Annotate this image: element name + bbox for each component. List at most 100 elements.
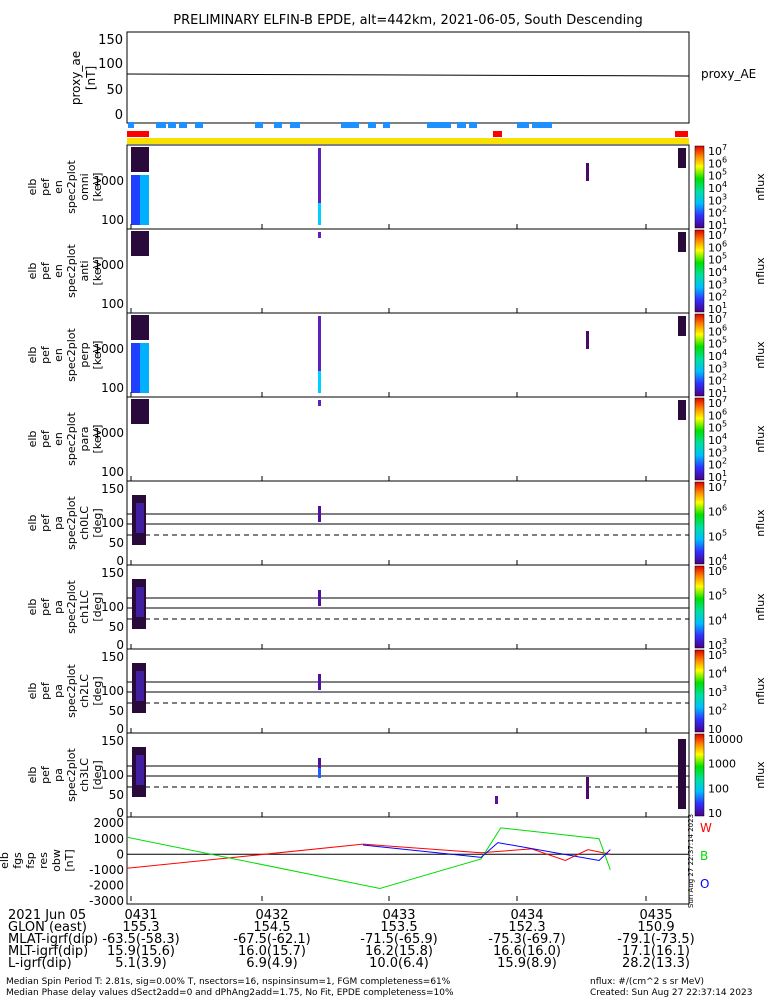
flux-pixel — [140, 399, 143, 424]
proxy-tick-100: 100 — [98, 57, 123, 72]
science-zone-bar — [517, 122, 529, 128]
colorbar-tick-exponent: 1 — [722, 301, 727, 310]
colorbar-tick: 10 — [708, 207, 722, 220]
footer-label-glon: GLON (east) — [8, 920, 87, 935]
colorbar-tick-exponent: 4 — [722, 612, 727, 621]
footer-cell: 16.2(15.8) — [364, 944, 434, 959]
panel-ylabel-line: [deg] — [91, 760, 104, 789]
panel-ylabel-line: elb — [26, 263, 39, 280]
panel-ytick: 150 — [101, 734, 124, 748]
science-zone-bar — [255, 122, 263, 128]
colorbar-tick-exponent: 4 — [722, 348, 727, 357]
panel-ytick: 100 — [101, 684, 124, 698]
colorbar-tick-exponent: 5 — [722, 420, 727, 429]
flux-pixel — [137, 175, 140, 225]
panel-ylabel-line: pef — [39, 765, 52, 784]
panel-ylabel-line: en — [52, 180, 65, 194]
colorbar-tick: 10 — [708, 506, 722, 519]
colorbar-tick: 10 — [708, 590, 722, 603]
flux-pixel — [134, 175, 137, 225]
colorbar-tick: 1000 — [708, 758, 736, 771]
panel-ytick: 1000 — [93, 258, 124, 272]
flux-pixel — [131, 231, 134, 256]
footer-cell: -79.1(-73.5) — [617, 932, 695, 947]
panel-ytick: 100 — [101, 465, 124, 479]
colorbar-tick: 10 — [708, 241, 722, 254]
science-zone-bar — [179, 122, 187, 128]
footer-cell: 5.1(3.9) — [115, 956, 167, 971]
colorbar-tick-exponent: 5 — [722, 647, 727, 656]
flux-pixel — [678, 148, 686, 168]
footer-cell: 0432 — [255, 908, 289, 923]
colorbar-tick-exponent: 5 — [722, 168, 727, 177]
footer-cell: 0435 — [639, 908, 673, 923]
colorbar-label: nflux — [754, 677, 767, 705]
flux-pixel — [136, 587, 144, 617]
science-zone-bar — [532, 122, 552, 128]
panel-ylabel-line: ch3LC — [78, 758, 91, 792]
fgm-ytick: -3000 — [89, 894, 124, 908]
footer-column: 0435 150.9 -79.1(-73.5) 17.1(16.1) 28.2(13.3… — [611, 909, 701, 970]
colorbar-tick: 10 — [708, 409, 722, 422]
panel-ylabel-line: ch0LC — [78, 506, 91, 540]
panel-ytick: 0 — [116, 722, 124, 736]
panel-ytick: 50 — [109, 788, 124, 802]
panel-ytick: 50 — [109, 620, 124, 634]
footer-cell: -63.5(-58.3) — [102, 932, 180, 947]
flux-pixel — [678, 316, 686, 336]
panel-ylabel-line: pef — [39, 513, 52, 532]
panel-ylabel-line: omni — [78, 173, 91, 200]
panel-ytick: 50 — [109, 704, 124, 718]
panel-ylabel-line: ch1LC — [78, 590, 91, 624]
flux-pixel — [137, 399, 140, 424]
flux-pixel — [140, 175, 143, 225]
footer-cell: 28.2(13.3) — [621, 956, 691, 971]
flux-spike — [495, 796, 498, 804]
panel-ytick: 100 — [101, 516, 124, 530]
science-zone-bar — [457, 122, 466, 128]
colorbar-tick: 10 — [708, 434, 722, 447]
colorbar-tick: 10 — [708, 338, 722, 351]
colorbar-tick: 10 — [708, 325, 722, 338]
flux-pixel — [137, 343, 140, 393]
panel-ylabel-line: pef — [39, 429, 52, 448]
footer-cell: -75.3(-69.7) — [488, 932, 566, 947]
flux-pixel — [136, 755, 144, 785]
panel-ytick: 100 — [101, 213, 124, 227]
colorbar-tick: 10 — [708, 182, 722, 195]
proxy-tick-50: 50 — [106, 83, 123, 98]
flux-pixel — [146, 399, 149, 424]
panel-ylabel-line: para — [78, 427, 91, 452]
colorbar — [694, 481, 705, 565]
flux-spike — [318, 768, 321, 778]
footer-cell: 0434 — [510, 908, 544, 923]
fgm-ytick: -1000 — [89, 863, 124, 877]
colorbar-tick: 10 — [708, 481, 722, 494]
footer-label-l: L-igrf(dip) — [8, 956, 72, 971]
flux-pixel — [143, 175, 146, 225]
colorbar-tick-exponent: 6 — [722, 323, 727, 332]
panel-ylabel-line: elb — [26, 599, 39, 616]
fgm-ylabel-line: [nT] — [63, 849, 76, 871]
fgm-ytick: 0 — [116, 847, 124, 861]
colorbar-tick: 10 — [708, 397, 722, 410]
panel-ylabel-line: anti — [78, 260, 91, 281]
colorbar-tick: 10 — [708, 375, 722, 388]
flux-pixel — [146, 175, 149, 225]
colorbar-tick-exponent: 4 — [722, 264, 727, 273]
colorbar-tick: 10 — [708, 303, 722, 316]
flux-pixel — [678, 232, 686, 252]
flux-pixel — [134, 343, 137, 393]
colorbar — [694, 565, 705, 649]
flux-pixel — [143, 147, 146, 172]
footer-label-mlat: MLAT-igrf(dip) — [8, 932, 99, 947]
footer-units: nflux: #/(cm^2 s sr MeV) — [590, 977, 704, 987]
proxy-ae-panel: proxy_AE 150 100 50 0 proxy_ae [nT] — [69, 31, 756, 124]
colorbar-tick-exponent: 2 — [722, 457, 727, 466]
colorbar-tick: 10 — [708, 668, 722, 681]
colorbar-tick: 10 — [708, 313, 722, 326]
panel-ylabel-line: pa — [52, 768, 65, 782]
